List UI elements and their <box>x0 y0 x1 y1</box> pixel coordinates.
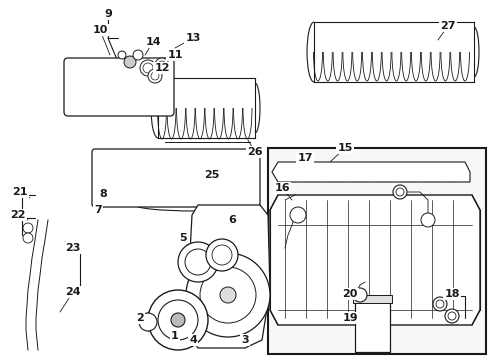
Circle shape <box>433 297 447 311</box>
Text: 22: 22 <box>10 210 26 220</box>
Polygon shape <box>188 205 270 348</box>
Text: 21: 21 <box>12 187 28 197</box>
Circle shape <box>139 313 157 331</box>
Circle shape <box>185 249 211 275</box>
Text: 4: 4 <box>189 335 197 345</box>
Text: 16: 16 <box>274 183 290 193</box>
FancyBboxPatch shape <box>64 58 174 116</box>
Circle shape <box>140 60 156 76</box>
Circle shape <box>220 287 236 303</box>
Circle shape <box>290 207 306 223</box>
Circle shape <box>158 61 166 69</box>
Circle shape <box>171 313 185 327</box>
Circle shape <box>436 300 444 308</box>
Circle shape <box>148 290 208 350</box>
Text: 20: 20 <box>343 289 358 299</box>
Circle shape <box>448 312 456 320</box>
Circle shape <box>421 213 435 227</box>
Text: 18: 18 <box>444 289 460 299</box>
Text: 24: 24 <box>65 287 81 297</box>
Circle shape <box>155 58 169 72</box>
Circle shape <box>396 188 404 196</box>
Text: 8: 8 <box>99 189 107 199</box>
Text: 13: 13 <box>185 33 201 43</box>
Text: 1: 1 <box>171 331 179 341</box>
Text: 10: 10 <box>92 25 108 35</box>
Text: 12: 12 <box>154 63 170 73</box>
Circle shape <box>148 69 162 83</box>
Text: 17: 17 <box>297 153 313 163</box>
Text: 14: 14 <box>145 37 161 47</box>
Circle shape <box>393 185 407 199</box>
Polygon shape <box>272 162 470 182</box>
Text: 19: 19 <box>342 313 358 323</box>
Circle shape <box>186 253 270 337</box>
Text: 6: 6 <box>228 215 236 225</box>
Circle shape <box>212 245 232 265</box>
Text: 3: 3 <box>241 335 249 345</box>
Text: 27: 27 <box>440 21 456 31</box>
Circle shape <box>133 50 143 60</box>
Circle shape <box>118 51 126 59</box>
Circle shape <box>178 242 218 282</box>
Circle shape <box>200 267 256 323</box>
Circle shape <box>124 56 136 68</box>
Text: 11: 11 <box>167 50 183 60</box>
Polygon shape <box>270 195 480 325</box>
Text: 23: 23 <box>65 243 81 253</box>
Bar <box>353 295 392 303</box>
Circle shape <box>158 300 198 340</box>
Circle shape <box>206 239 238 271</box>
Circle shape <box>23 233 33 243</box>
Text: 25: 25 <box>204 170 220 180</box>
Text: 26: 26 <box>247 147 263 157</box>
Bar <box>355 300 390 352</box>
Circle shape <box>353 288 367 302</box>
Circle shape <box>445 309 459 323</box>
Text: 2: 2 <box>136 313 144 323</box>
Bar <box>268 148 486 354</box>
FancyBboxPatch shape <box>92 149 260 207</box>
Text: 7: 7 <box>94 205 102 215</box>
Text: 15: 15 <box>337 143 353 153</box>
Circle shape <box>151 72 159 80</box>
Circle shape <box>23 223 33 233</box>
Text: 9: 9 <box>104 9 112 19</box>
Circle shape <box>143 63 153 73</box>
Text: 5: 5 <box>179 233 187 243</box>
